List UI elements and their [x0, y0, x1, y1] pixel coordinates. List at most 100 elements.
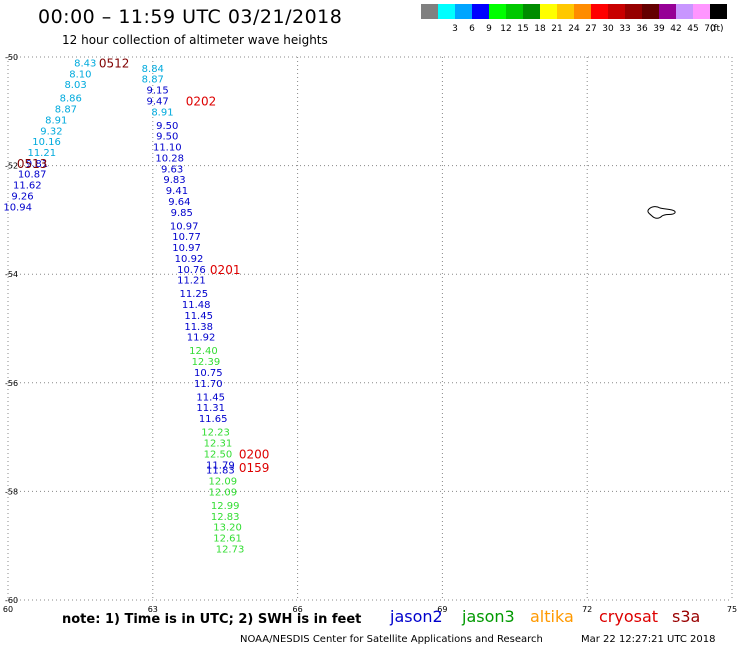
axis-tick-labels: 60 63 66 69 72 75 -50 -52 -54 -56 -58 -60	[3, 53, 737, 614]
wave-height-value: 10.77	[172, 232, 201, 243]
y-tick-label: -58	[5, 487, 18, 496]
scale-label: 3	[452, 24, 458, 34]
wave-height-value: 11.70	[194, 379, 223, 390]
scale-label: 18	[534, 24, 546, 34]
wave-height-value: 10.16	[32, 137, 61, 148]
wave-height-value: 12.39	[192, 357, 221, 368]
wave-height-value: 11.48	[182, 300, 211, 311]
scale-swatch	[693, 4, 710, 19]
scale-swatch	[540, 4, 557, 19]
pass-time-label: 0513	[17, 157, 48, 171]
scale-label: 45	[687, 24, 699, 34]
wave-height-value: 12.31	[204, 439, 233, 450]
scale-swatch	[591, 4, 608, 19]
scale-swatch	[438, 4, 455, 19]
scale-label: 6	[469, 24, 475, 34]
scale-swatch	[676, 4, 693, 19]
footer-organization: NOAA/NESDIS Center for Satellite Applica…	[240, 634, 543, 645]
scale-swatch	[455, 4, 472, 19]
wave-height-value: 9.64	[168, 197, 190, 208]
wave-height-value: 11.25	[180, 289, 209, 300]
scale-label: 70	[704, 24, 716, 34]
scale-label: 24	[568, 24, 580, 34]
scale-swatch	[659, 4, 676, 19]
wave-height-value: 12.40	[189, 346, 218, 357]
wave-height-value: 11.45	[184, 311, 213, 322]
scale-label: 27	[585, 24, 597, 34]
wave-height-value: 12.73	[216, 544, 245, 555]
wave-height-value: 9.50	[156, 132, 178, 143]
pass-time-label: 0202	[186, 94, 217, 108]
wave-height-value: 9.81	[26, 159, 48, 170]
legend-jason3: jason3	[462, 607, 515, 626]
scale-label: 21	[551, 24, 563, 34]
scale-label: 39	[653, 24, 665, 34]
y-tick-label: -52	[5, 162, 18, 171]
wave-height-value: 11.21	[177, 276, 206, 287]
wave-height-value: 9.50	[156, 121, 178, 132]
wave-height-value: 10.97	[170, 221, 199, 232]
wave-height-value: 11.62	[13, 181, 42, 192]
wave-height-value: 9.47	[146, 96, 168, 107]
legend-cryosat: cryosat	[599, 607, 659, 626]
page-subtitle: 12 hour collection of altimeter wave hei…	[62, 33, 328, 47]
pass-time-label: 0512	[99, 56, 130, 70]
wave-height-value: 11.45	[196, 392, 225, 403]
wave-height-value: 8.91	[45, 115, 67, 126]
scale-label: 30	[602, 24, 614, 34]
scale-swatch	[625, 4, 642, 19]
wave-height-value: 10.97	[172, 243, 201, 254]
wave-height-value: 10.92	[175, 254, 204, 265]
legend-jason2: jason2	[390, 607, 443, 626]
pass-time-label: 0159	[239, 461, 270, 475]
scale-swatch	[710, 4, 727, 19]
wave-height-value: 11.10	[153, 143, 182, 154]
footer-timestamp: Mar 22 12:27:21 UTC 2018	[581, 634, 716, 645]
x-tick-label: 69	[437, 605, 447, 614]
scale-swatch	[506, 4, 523, 19]
scale-swatch	[574, 4, 591, 19]
wave-height-value: 8.86	[60, 94, 82, 105]
x-tick-label: 63	[148, 605, 158, 614]
wave-height-value: 12.09	[208, 477, 237, 488]
wave-height-value: 10.28	[155, 153, 184, 164]
scale-label: 36	[636, 24, 648, 34]
page-title: 00:00 – 11:59 UTC 03/21/2018	[38, 6, 343, 28]
wave-height-value: 11.38	[184, 322, 213, 333]
scale-swatch	[421, 4, 438, 19]
wave-height-value: 11.79	[206, 460, 235, 471]
scale-swatch	[489, 4, 506, 19]
wave-height-value: 8.87	[142, 75, 164, 86]
wave-height-value: 11.31	[196, 403, 225, 414]
wave-height-value: 12.23	[201, 428, 230, 439]
wave-height-value: 10.94	[3, 202, 32, 213]
wave-height-points: 8.438.108.038.868.878.919.3210.1611.219.…	[3, 58, 244, 555]
x-tick-label: 75	[727, 605, 737, 614]
island-outline	[647, 206, 676, 219]
wave-height-value: 11.92	[187, 333, 216, 344]
wave-height-value: 13.20	[213, 523, 242, 534]
y-tick-label: -50	[5, 53, 18, 62]
scale-label: 12	[500, 24, 512, 34]
wave-height-value: 9.85	[171, 208, 193, 219]
grid-lines	[7, 56, 733, 601]
scale-swatch	[523, 4, 540, 19]
wave-height-value: 12.99	[211, 501, 240, 512]
legend-altika: altika	[530, 607, 574, 626]
scale-label: 42	[670, 24, 682, 34]
wave-height-value: 8.91	[151, 107, 173, 118]
wave-height-value: 11.83	[206, 466, 235, 477]
scale-label: 9	[486, 24, 492, 34]
pass-time-label: 0200	[239, 447, 270, 461]
wave-height-value: 9.32	[40, 126, 62, 137]
wave-height-value: 8.03	[64, 80, 86, 91]
wave-height-value: 9.26	[11, 191, 33, 202]
wave-height-value: 12.09	[208, 487, 237, 498]
scale-swatch	[557, 4, 574, 19]
wave-height-value: 9.41	[166, 186, 188, 197]
scale-label: 33	[619, 24, 631, 34]
scale-label: 15	[517, 24, 529, 34]
wave-height-value: 12.50	[204, 449, 233, 460]
